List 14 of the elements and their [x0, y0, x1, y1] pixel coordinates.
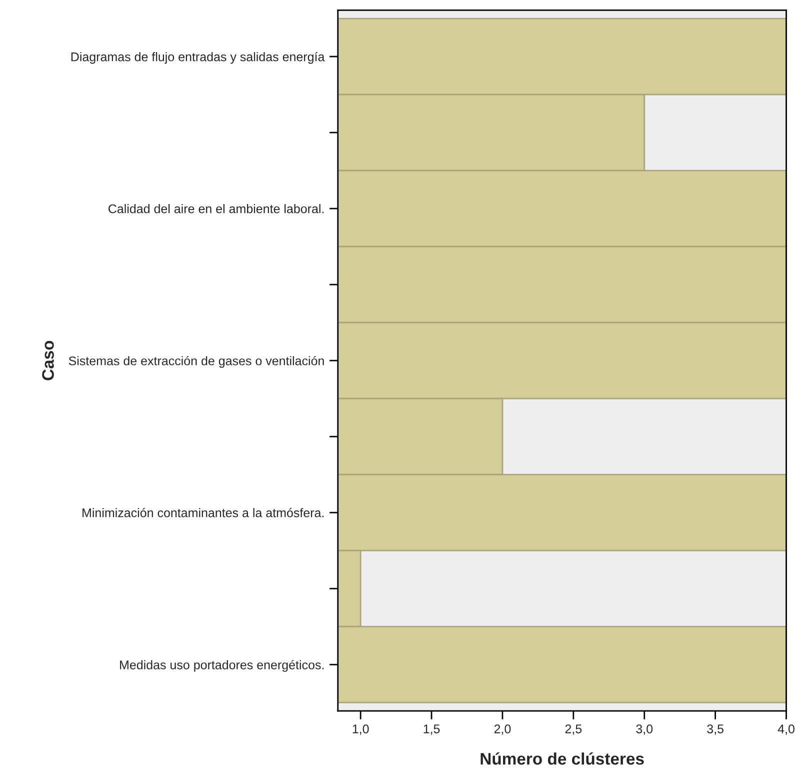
y-tick-label: Sistemas de extracción de gases o ventilación — [68, 356, 324, 368]
x-tick-label: 1,0 — [352, 724, 369, 735]
x-tick-label: 1,5 — [424, 724, 440, 735]
y-tick-label: Diagramas de flujo entradas y salidas energía — [71, 52, 325, 64]
y-tick-label: Minimización contaminantes a la atmósfera. — [82, 508, 324, 518]
y-tick-label: Calidad del aire en el ambiente laboral. — [108, 204, 324, 214]
x-tick-label: 4,0 — [778, 724, 794, 735]
x-tick-label: 2,5 — [565, 724, 582, 735]
y-tick-label: Medidas uso portadores energéticos. — [120, 660, 324, 672]
x-tick-label: 2,0 — [494, 724, 511, 735]
x-tick-label: 3,5 — [707, 724, 724, 735]
x-axis-title: Número de clústeres — [480, 752, 644, 765]
x-tick-label: 3,0 — [636, 724, 653, 735]
y-axis-title: Caso — [42, 340, 54, 380]
